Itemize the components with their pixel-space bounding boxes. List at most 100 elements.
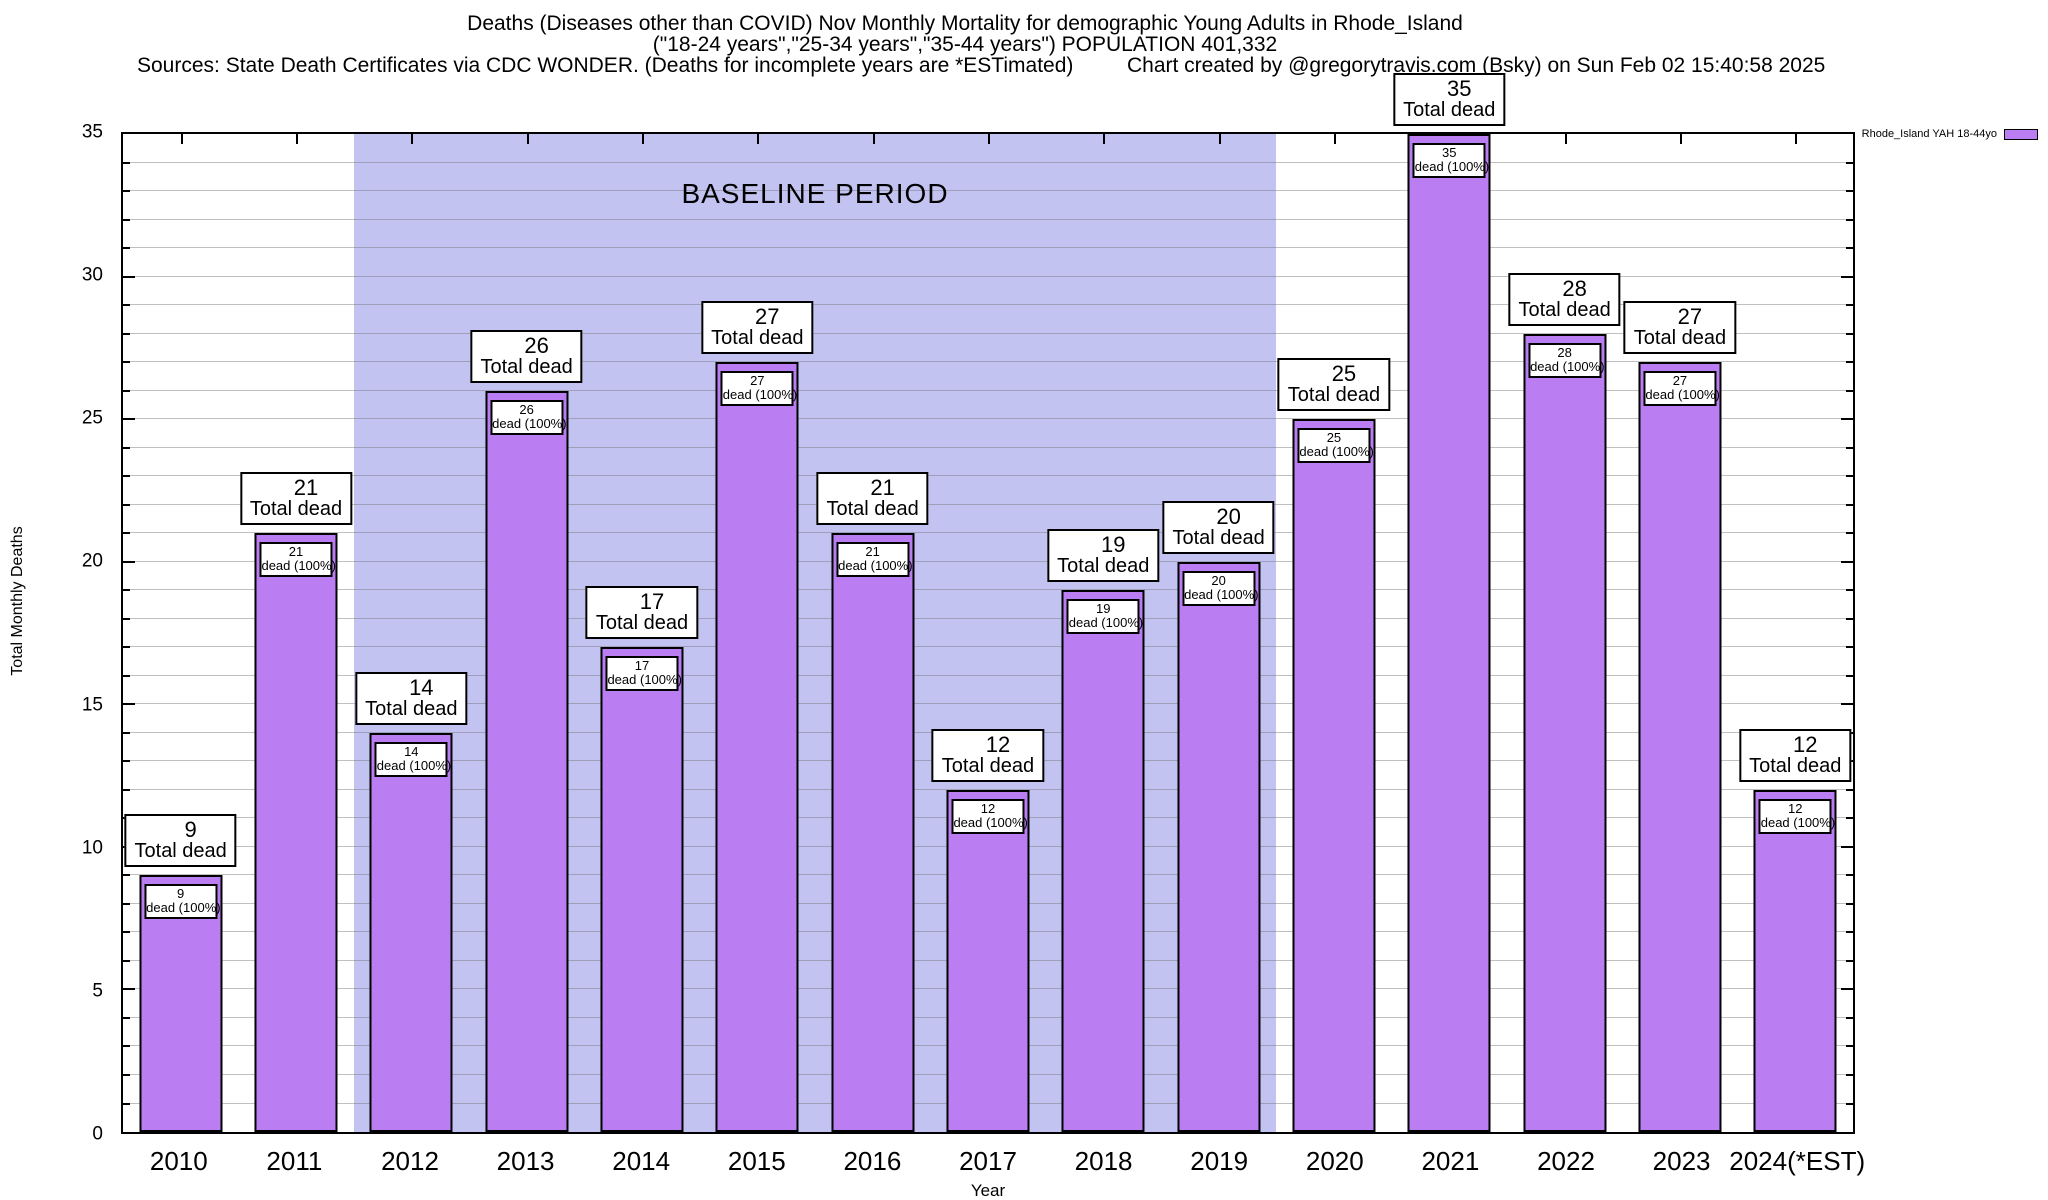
bar-2022: 28 dead (100%) 28 Total dead (1508, 272, 1621, 1132)
bar-slot-2014: 17 dead (100%) 17 Total dead (584, 134, 699, 1132)
y-tick-label-25: 25 (81, 407, 103, 429)
bar-inner-label-2015: 27 dead (100%) (720, 371, 797, 407)
bar-total-label-2010: 9 Total dead (124, 814, 237, 868)
bar-total-value: 9 (184, 817, 197, 843)
bar-inner-label-2019: 20 dead (100%) (1182, 570, 1259, 606)
bar-total-caption: Total dead (365, 697, 458, 720)
bar-2015: 27 dead (100%) 27 Total dead (701, 301, 814, 1132)
x-tick-label-2019: 2019 (1190, 1146, 1249, 1176)
bar-total-caption: Total dead (941, 754, 1035, 777)
y-tick-right-4 (1846, 1016, 1853, 1019)
legend-series-label: Rhode_Island YAH 18-44yo (1861, 128, 1997, 140)
y-tick-right-2 (1846, 1073, 1853, 1076)
x-tick-top-2010 (180, 134, 183, 144)
y-tick-right-34 (1846, 161, 1853, 164)
y-tick-left-21 (123, 532, 130, 535)
sources-note: Sources: State Death Certificates via CD… (137, 54, 1074, 77)
y-tick-left-13 (123, 760, 130, 763)
x-tick-top-2019 (1218, 134, 1221, 144)
gridline-y-22 (123, 503, 1853, 505)
bar-inner-caption: dead (100%) (953, 814, 1028, 830)
gridline-y-20 (123, 560, 1853, 562)
bar-total-caption: Total dead (1287, 384, 1381, 407)
bar-total-value: 17 (639, 589, 665, 615)
bar-total-caption: Total dead (134, 840, 227, 863)
x-tick-top-2017 (988, 134, 990, 144)
bar-total-value: 21 (293, 475, 319, 501)
bar-inner-label-2016: 21 dead (100%) (836, 542, 913, 578)
y-tick-left-17 (123, 646, 130, 649)
bar-inner-value: 28 (1557, 344, 1572, 360)
bar-total-value: 25 (1331, 361, 1357, 387)
bar-inner-caption: dead (100%) (1299, 444, 1374, 460)
bar-inner-label-2013: 26 dead (100%) (490, 399, 567, 435)
y-tick-right-27 (1846, 361, 1853, 364)
plot-area: BASELINE PERIOD 9 dead (100%) 9 Total dead 2… (121, 73, 1855, 1134)
gridline-y-27 (123, 361, 1853, 363)
bar-inner-value: 21 (288, 544, 304, 560)
bar-inner-value: 27 (1672, 373, 1688, 389)
x-tick-top-2012 (411, 134, 414, 144)
gridline-y-29 (123, 304, 1853, 306)
gridline-y-34 (123, 161, 1853, 163)
bar-slot-2024(*EST): 12 dead (100%) 12 Total dead (1738, 134, 1853, 1132)
bar-slot-2021: 35 dead (100%) 35 Total dead (1392, 73, 1507, 1132)
y-tick-right-19 (1846, 589, 1853, 592)
x-tick-top-2022 (1564, 134, 1567, 144)
x-tick-label-2013: 2013 (496, 1146, 555, 1176)
gridline-y-18 (123, 617, 1853, 619)
x-tick-label-2017: 2017 (959, 1146, 1017, 1176)
bar-total-caption: Total dead (1518, 298, 1611, 321)
bar-total-label-2015: 27 Total dead (701, 301, 814, 355)
y-tick-left-29 (123, 304, 130, 307)
x-axis-tick-labels: 2010 2011 2012 2013 2014 2015 2016 2017 2018 2019… (121, 1146, 1865, 1198)
gridline-y-31 (123, 247, 1853, 249)
bar-slot-2017: 12 dead (100%) 12 Total dead (930, 134, 1045, 1132)
bar-inner-label-2018: 19 dead (100%) (1066, 599, 1143, 635)
bar-total-value: 19 (1101, 532, 1126, 558)
y-tick-label-15: 15 (81, 694, 103, 716)
x-axis-title: Year (970, 1181, 1006, 1200)
bar-2012: 14 dead (100%) 14 Total dead (355, 671, 468, 1132)
x-tick-top-2011 (296, 134, 298, 144)
y-tick-right-28 (1846, 332, 1853, 335)
y-tick-left-4 (123, 1016, 130, 1019)
gridline-y-26 (123, 389, 1853, 391)
y-tick-right-21 (1846, 532, 1853, 535)
gridline-y-17 (123, 646, 1853, 648)
bar-2019: 20 dead (100%) 20 Total dead (1162, 500, 1275, 1132)
bar-2011: 21 dead (100%) 21 Total dead (239, 472, 353, 1132)
bar-inner-value: 35 (1442, 145, 1457, 160)
baseline-period-label: BASELINE PERIOD (681, 178, 949, 209)
x-tick-label-2018: 2018 (1074, 1146, 1133, 1176)
bar-inner-label-2011: 21 dead (100%) (259, 542, 336, 578)
bar-total-caption: Total dead (1633, 327, 1727, 350)
x-tick-label-2021: 2021 (1421, 1146, 1480, 1176)
y-tick-right-25 (1841, 418, 1853, 421)
bar-total-value: 12 (1793, 731, 1818, 757)
y-tick-left-22 (123, 503, 130, 506)
bar-total-label-2023: 27 Total dead (1623, 301, 1737, 355)
bar-2018: 19 dead (100%) 19 Total dead (1047, 529, 1160, 1132)
bar-total-label-2013: 26 Total dead (470, 329, 583, 383)
bar-total-value: 27 (755, 304, 780, 330)
bar-inner-caption: dead (100%) (1645, 387, 1720, 403)
x-tick-label-2016: 2016 (843, 1146, 902, 1176)
gridline-y-12 (123, 788, 1853, 790)
x-tick-label-2015: 2015 (727, 1146, 786, 1176)
y-tick-left-1 (123, 1102, 130, 1105)
bar-inner-caption: dead (100%) (1414, 159, 1490, 174)
y-tick-right-32 (1846, 218, 1853, 221)
y-tick-label-5: 5 (92, 980, 103, 1002)
gridline-y-24 (123, 446, 1853, 448)
bar-slot-2019: 20 dead (100%) 20 Total dead (1161, 134, 1276, 1132)
y-tick-label-35: 35 (81, 121, 103, 143)
y-tick-left-7 (123, 931, 130, 934)
bar-inner-value: 14 (404, 743, 419, 759)
x-tick-top-2018 (1103, 134, 1106, 144)
bar-inner-value: 25 (1326, 430, 1342, 446)
chart-meta-row: Sources: State Death Certificates via CD… (0, 54, 2048, 77)
y-tick-right-30 (1841, 275, 1853, 278)
y-tick-right-33 (1846, 190, 1853, 193)
bar-total-value: 27 (1677, 304, 1703, 330)
